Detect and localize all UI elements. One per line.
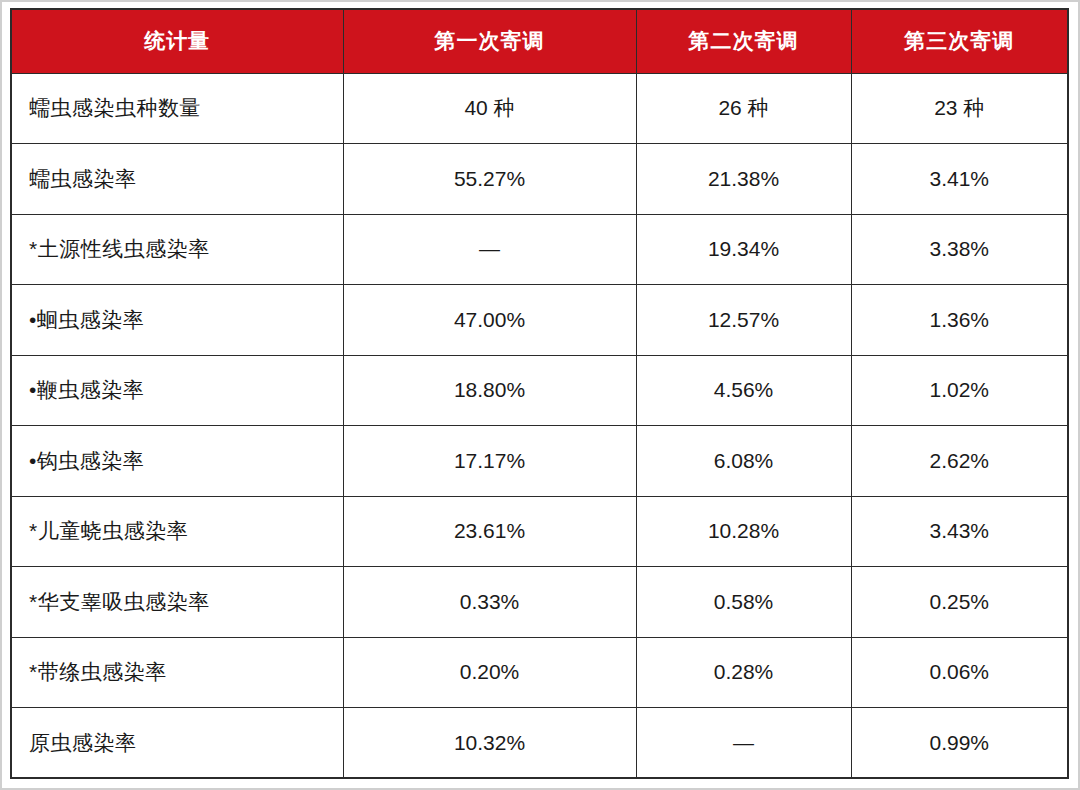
value-cell-second-survey: 6.08%: [636, 426, 851, 497]
table-row: •蛔虫感染率 47.00% 12.57% 1.36%: [11, 285, 1068, 356]
value-cell-second-survey: 12.57%: [636, 285, 851, 356]
table-row: *儿童蛲虫感染率 23.61% 10.28% 3.43%: [11, 496, 1068, 567]
value-cell-first-survey: —: [343, 214, 636, 285]
row-label-cell: •蛔虫感染率: [11, 285, 343, 356]
value-cell-first-survey: 10.32%: [343, 708, 636, 779]
value-cell-first-survey: 23.61%: [343, 496, 636, 567]
value-cell-third-survey: 23 种: [851, 73, 1068, 144]
table-row: *土源性线虫感染率 — 19.34% 3.38%: [11, 214, 1068, 285]
table-header: 统计量 第一次寄调 第二次寄调 第三次寄调: [11, 9, 1068, 73]
header-row: 统计量 第一次寄调 第二次寄调 第三次寄调: [11, 9, 1068, 73]
column-header-second-survey: 第二次寄调: [636, 9, 851, 73]
value-cell-second-survey: 10.28%: [636, 496, 851, 567]
value-cell-first-survey: 40 种: [343, 73, 636, 144]
value-cell-third-survey: 2.62%: [851, 426, 1068, 497]
value-cell-third-survey: 1.02%: [851, 355, 1068, 426]
value-cell-third-survey: 0.06%: [851, 637, 1068, 708]
row-label-cell: *儿童蛲虫感染率: [11, 496, 343, 567]
value-cell-second-survey: 26 种: [636, 73, 851, 144]
row-label-cell: *华支睾吸虫感染率: [11, 567, 343, 638]
value-cell-second-survey: —: [636, 708, 851, 779]
row-label-cell: 原虫感染率: [11, 708, 343, 779]
column-header-statistic: 统计量: [11, 9, 343, 73]
value-cell-first-survey: 18.80%: [343, 355, 636, 426]
value-cell-second-survey: 4.56%: [636, 355, 851, 426]
table-row: •鞭虫感染率 18.80% 4.56% 1.02%: [11, 355, 1068, 426]
value-cell-second-survey: 0.58%: [636, 567, 851, 638]
table-row: •钩虫感染率 17.17% 6.08% 2.62%: [11, 426, 1068, 497]
page-background: 统计量 第一次寄调 第二次寄调 第三次寄调 蠕虫感染虫种数量 40 种 26 种…: [0, 0, 1080, 790]
value-cell-third-survey: 3.43%: [851, 496, 1068, 567]
row-label-cell: •钩虫感染率: [11, 426, 343, 497]
value-cell-second-survey: 21.38%: [636, 144, 851, 215]
table-body: 蠕虫感染虫种数量 40 种 26 种 23 种 蠕虫感染率 55.27% 21.…: [11, 73, 1068, 778]
table-row: 蠕虫感染虫种数量 40 种 26 种 23 种: [11, 73, 1068, 144]
value-cell-second-survey: 0.28%: [636, 637, 851, 708]
value-cell-third-survey: 3.38%: [851, 214, 1068, 285]
value-cell-third-survey: 0.25%: [851, 567, 1068, 638]
table-row: 蠕虫感染率 55.27% 21.38% 3.41%: [11, 144, 1068, 215]
table-row: *带绦虫感染率 0.20% 0.28% 0.06%: [11, 637, 1068, 708]
value-cell-first-survey: 55.27%: [343, 144, 636, 215]
value-cell-third-survey: 1.36%: [851, 285, 1068, 356]
value-cell-first-survey: 17.17%: [343, 426, 636, 497]
row-label-cell: 蠕虫感染虫种数量: [11, 73, 343, 144]
value-cell-first-survey: 0.20%: [343, 637, 636, 708]
row-label-cell: 蠕虫感染率: [11, 144, 343, 215]
value-cell-first-survey: 47.00%: [343, 285, 636, 356]
table-row: 原虫感染率 10.32% — 0.99%: [11, 708, 1068, 779]
value-cell-third-survey: 0.99%: [851, 708, 1068, 779]
value-cell-third-survey: 3.41%: [851, 144, 1068, 215]
column-header-first-survey: 第一次寄调: [343, 9, 636, 73]
row-label-cell: *带绦虫感染率: [11, 637, 343, 708]
value-cell-first-survey: 0.33%: [343, 567, 636, 638]
table-row: *华支睾吸虫感染率 0.33% 0.58% 0.25%: [11, 567, 1068, 638]
column-header-third-survey: 第三次寄调: [851, 9, 1068, 73]
value-cell-second-survey: 19.34%: [636, 214, 851, 285]
row-label-cell: •鞭虫感染率: [11, 355, 343, 426]
row-label-cell: *土源性线虫感染率: [11, 214, 343, 285]
parasite-survey-table: 统计量 第一次寄调 第二次寄调 第三次寄调 蠕虫感染虫种数量 40 种 26 种…: [10, 8, 1069, 779]
